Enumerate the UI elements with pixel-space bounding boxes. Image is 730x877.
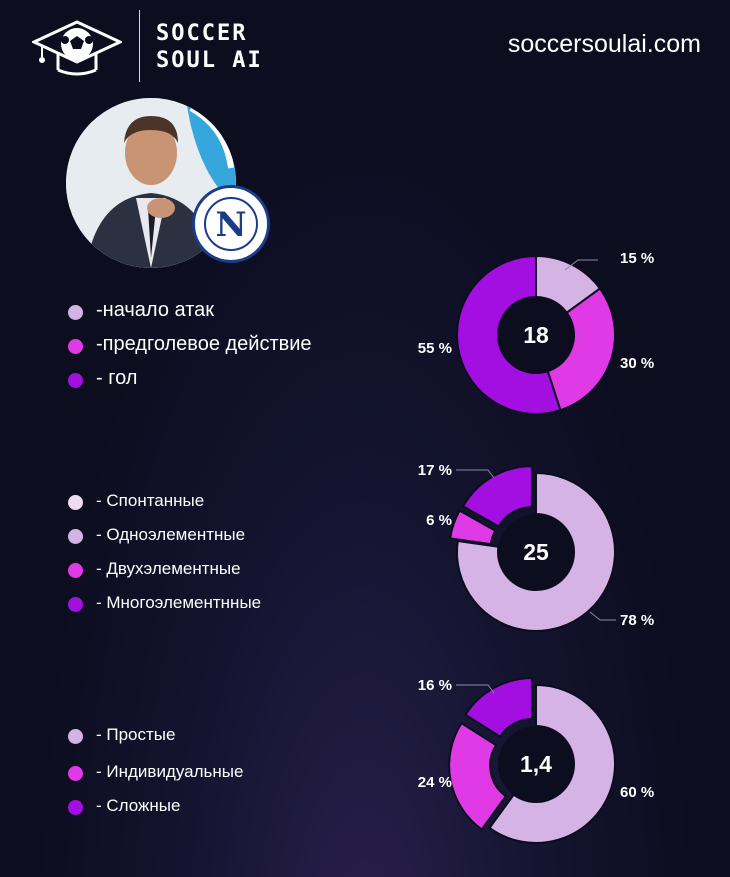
legend-label: -предголевое действие <box>96 333 312 355</box>
legend-label: - Двухэлементные <box>96 559 241 578</box>
logo-divider <box>139 10 140 82</box>
brand-line-2: SOUL AI <box>156 48 263 73</box>
donut-slice <box>461 465 533 528</box>
legend-label: - Простые <box>96 725 176 744</box>
percent-label: 16 % <box>418 677 452 694</box>
legend-label: - Сложные <box>96 796 181 815</box>
website-url: soccersoulai.com <box>507 30 701 58</box>
donut-hole <box>498 726 574 802</box>
soccer-ball-logo-icon <box>32 20 122 76</box>
legend-label: - гол <box>96 367 138 389</box>
legend-dot <box>68 729 83 744</box>
leader-line <box>589 611 616 621</box>
percent-label: 30 % <box>620 355 654 372</box>
legend-label: - Многоэлементнные <box>96 593 262 612</box>
legend-dot <box>68 529 83 544</box>
donut-center-value: 25 <box>523 539 549 565</box>
donut-slice <box>449 509 497 546</box>
svg-text:N: N <box>215 205 246 245</box>
leader-line <box>456 469 495 479</box>
coach-avatar <box>66 98 236 268</box>
leader-line <box>564 259 598 271</box>
percent-label: 24 % <box>418 774 452 791</box>
donut-chart-3: 1,4 60 % 24 % 16 % <box>418 676 654 844</box>
percent-label: 60 % <box>620 784 654 801</box>
brand-line-1: SOCCER <box>156 21 248 46</box>
legend-dot <box>68 563 83 578</box>
percent-label: 17 % <box>418 462 452 479</box>
legend-label: - Спонтанные <box>96 491 205 510</box>
percent-label: 6 % <box>426 512 452 529</box>
donut-slice <box>464 676 534 739</box>
legend-label: -начало атак <box>96 299 214 321</box>
legend-dot <box>68 339 83 354</box>
leader-line <box>456 684 495 694</box>
legend-label: - Одноэлементные <box>96 525 246 544</box>
donut-hole <box>498 514 574 590</box>
donut-center-value: 18 <box>523 322 549 348</box>
legend-dot <box>68 305 83 320</box>
donut-slice <box>448 721 508 831</box>
legend-dot <box>68 495 83 510</box>
brand-name: SOCCER SOUL AI <box>156 20 263 74</box>
legend-dot <box>68 766 83 781</box>
legend-label: - Индивидуальные <box>96 762 244 781</box>
legend-dot <box>68 373 83 388</box>
donut-center-value: 1,4 <box>520 751 552 777</box>
napoli-badge-icon: N <box>192 185 270 263</box>
legend-dot <box>68 800 83 815</box>
donut-chart-1: 18 15 % 30 % 55 % <box>418 250 654 415</box>
donut-chart-2: 25 78 % 6 % 17 % <box>418 462 654 632</box>
percent-label: 15 % <box>620 250 654 267</box>
header: SOCCER SOUL AI soccersoulai.com <box>0 0 730 90</box>
donut-hole <box>498 297 574 373</box>
percent-label: 55 % <box>418 340 452 357</box>
legend-dot <box>68 597 83 612</box>
percent-label: 78 % <box>620 612 654 629</box>
